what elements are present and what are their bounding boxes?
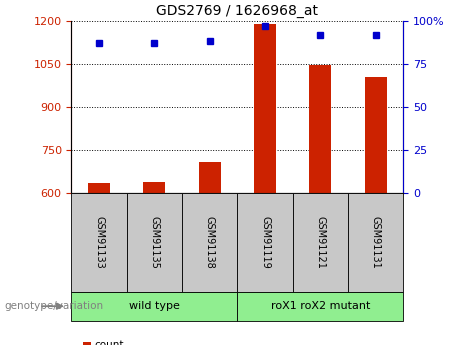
Text: count: count (95, 340, 124, 345)
Title: GDS2769 / 1626968_at: GDS2769 / 1626968_at (156, 4, 319, 18)
Bar (254, 23, 276, 193)
Text: wild type: wild type (129, 301, 180, 311)
Text: roX1 roX2 mutant: roX1 roX2 mutant (271, 301, 370, 311)
Text: GSM91133: GSM91133 (94, 216, 104, 269)
Bar (365, 77, 387, 193)
Bar (88, 183, 110, 193)
Bar (199, 161, 221, 193)
Text: genotype/variation: genotype/variation (5, 301, 104, 311)
Text: GSM91121: GSM91121 (315, 216, 325, 269)
Text: GSM91119: GSM91119 (260, 216, 270, 269)
Text: GSM91138: GSM91138 (205, 216, 215, 269)
Text: GSM91131: GSM91131 (371, 216, 381, 269)
Bar (309, 65, 331, 193)
Bar (143, 182, 165, 193)
Text: GSM91135: GSM91135 (149, 216, 160, 269)
